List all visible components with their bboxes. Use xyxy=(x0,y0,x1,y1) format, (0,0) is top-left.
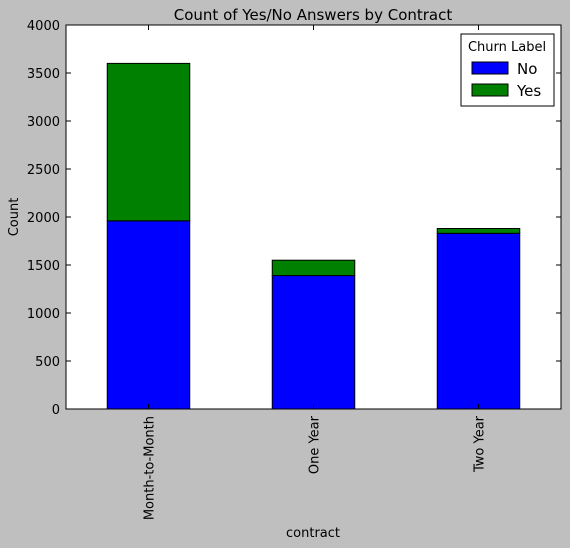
legend: Churn Label No Yes xyxy=(460,33,555,107)
y-tick-label: 2000 xyxy=(27,211,60,226)
plot-frame xyxy=(65,24,562,410)
y-tick-label: 500 xyxy=(35,355,60,370)
chart-title: Count of Yes/No Answers by Contract xyxy=(174,6,453,24)
x-tick-label: One Year xyxy=(308,415,323,474)
y-tick-label: 4000 xyxy=(27,19,60,34)
y-tick-label: 1500 xyxy=(27,259,60,274)
y-tick-label: 3000 xyxy=(27,115,60,130)
legend-swatch-yes xyxy=(471,83,509,97)
bar-no-0 xyxy=(106,220,191,410)
x-tick-label: Two Year xyxy=(473,415,488,473)
bar-no-1 xyxy=(271,275,356,410)
bars xyxy=(106,62,521,410)
legend-swatch-no xyxy=(471,61,509,75)
y-tick-label: 0 xyxy=(52,403,60,418)
legend-entries: No Yes xyxy=(471,60,541,100)
bar-yes-2 xyxy=(436,228,521,234)
y-tick-label: 3500 xyxy=(27,67,60,82)
x-axis-label: contract xyxy=(286,526,340,541)
bar-yes-1 xyxy=(271,259,356,277)
legend-title: Churn Label xyxy=(468,40,546,55)
y-axis-label: Count xyxy=(7,198,22,237)
bar-yes-0 xyxy=(106,62,191,222)
bar-no-2 xyxy=(436,232,521,410)
y-tick-label: 2500 xyxy=(27,163,60,178)
y-tick-label: 1000 xyxy=(27,307,60,322)
legend-label-no: No xyxy=(517,60,537,78)
legend-label-yes: Yes xyxy=(516,82,541,100)
y-axis: 0 500 1000 1500 2000 2500 3000 3500 4000 xyxy=(27,19,561,418)
x-tick-label: Month-to-Month xyxy=(143,416,158,520)
x-axis: Month-to-Month One Year Two Year xyxy=(143,25,488,520)
